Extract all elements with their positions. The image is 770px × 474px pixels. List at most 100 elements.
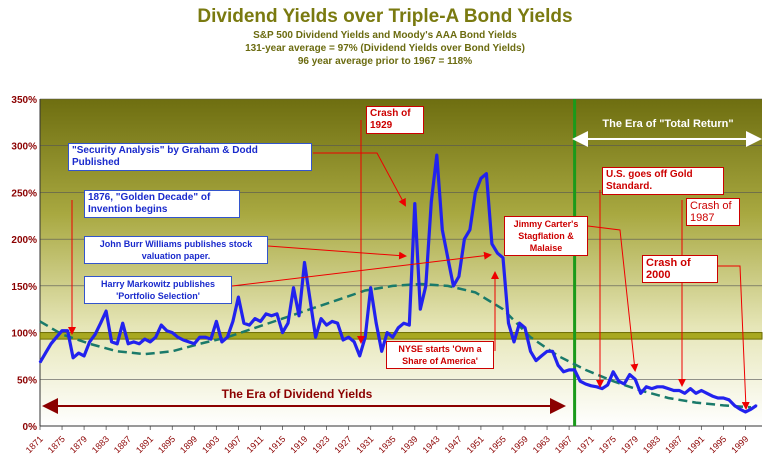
data-point	[347, 336, 350, 339]
data-point	[518, 322, 521, 325]
x-tick-label: 1999	[729, 434, 750, 455]
data-point	[683, 392, 686, 395]
data-point	[435, 154, 438, 157]
data-point	[380, 350, 383, 353]
data-point	[309, 299, 311, 301]
data-point	[232, 320, 234, 323]
data-point	[210, 338, 212, 340]
data-point	[739, 408, 741, 411]
data-point	[639, 392, 642, 395]
x-tick-label: 1927	[332, 434, 353, 455]
data-point	[656, 385, 659, 388]
data-point	[342, 339, 344, 341]
data-point	[325, 324, 328, 326]
x-tick-label: 1943	[421, 434, 442, 455]
data-point	[171, 331, 174, 334]
data-point	[755, 404, 758, 407]
x-tick-label: 1923	[310, 434, 331, 455]
data-point	[66, 329, 69, 332]
data-point	[413, 202, 416, 205]
x-tick-label: 1919	[288, 434, 309, 455]
data-point	[463, 238, 466, 241]
era-total-return-label: The Era of "Total Return"	[602, 118, 733, 130]
data-point	[595, 385, 598, 388]
data-point	[452, 285, 455, 287]
trend-line	[39, 282, 752, 409]
data-point	[254, 317, 256, 320]
y-tick-label: 250%	[11, 188, 37, 199]
data-point	[132, 341, 135, 343]
data-point	[358, 355, 361, 357]
data-point	[634, 378, 637, 381]
data-point	[193, 342, 196, 345]
data-point	[557, 364, 559, 367]
data-point	[276, 313, 278, 315]
annotation-crash-1987: Crash of 1987	[686, 198, 740, 226]
x-tick-label: 1871	[24, 434, 45, 455]
data-point	[623, 383, 626, 385]
annotation-crash-1929: Crash of 1929	[366, 106, 424, 134]
data-point	[39, 361, 41, 364]
data-point	[645, 385, 648, 388]
y-tick-label: 0%	[23, 422, 38, 433]
data-point	[562, 370, 565, 373]
data-point	[287, 322, 289, 325]
data-point	[402, 322, 405, 325]
connector-carter	[587, 225, 639, 372]
data-point	[667, 387, 670, 390]
data-point	[176, 336, 179, 339]
data-point	[469, 228, 471, 231]
data-point	[524, 327, 526, 329]
data-point	[529, 350, 532, 353]
data-point	[485, 172, 488, 175]
data-point	[375, 322, 378, 325]
data-point	[678, 389, 681, 392]
data-point	[226, 336, 229, 339]
x-tick-label: 1963	[531, 434, 552, 455]
y-tick-label: 150%	[11, 282, 37, 293]
era-dividend-label: The Era of Dividend Yields	[222, 387, 373, 401]
y-tick-label: 350%	[11, 95, 37, 106]
data-point	[298, 314, 300, 317]
data-point	[121, 322, 124, 325]
data-point	[204, 336, 207, 339]
data-point	[386, 331, 389, 334]
data-point	[579, 380, 581, 383]
x-tick-label: 1959	[509, 434, 530, 455]
data-point	[237, 296, 240, 298]
data-point	[573, 369, 576, 371]
chart-subtitle-2: 131-year average = 97% (Dividend Yields …	[245, 43, 525, 54]
data-point	[491, 242, 493, 245]
data-point	[138, 342, 141, 345]
data-point	[507, 322, 510, 325]
data-point	[99, 322, 102, 325]
data-point	[105, 310, 107, 312]
x-tick-label: 1891	[134, 434, 155, 455]
data-point	[513, 341, 515, 343]
data-point	[535, 359, 537, 362]
chart-title: Dividend Yields over Triple-A Bond Yield…	[197, 6, 573, 27]
data-point	[728, 398, 730, 401]
x-tick-label: 1955	[487, 434, 508, 455]
data-point	[568, 369, 570, 371]
annotation-gold-standard: U.S. goes off Gold Standard.	[602, 167, 724, 195]
data-point	[248, 324, 251, 326]
x-tick-label: 1967	[553, 434, 574, 455]
annotation-security-analysis: "Security Analysis" by Graham & Dodd Pub…	[68, 143, 312, 171]
average-band	[39, 332, 763, 340]
x-tick-label: 1899	[178, 434, 199, 455]
data-point	[314, 336, 317, 339]
connector-security-analysis	[313, 152, 406, 207]
annotation-burr-williams: John Burr Williams publishes stock valua…	[84, 236, 268, 264]
x-tick-label: 1931	[354, 434, 375, 455]
data-point	[116, 342, 119, 345]
data-point	[88, 341, 91, 343]
x-tick-label: 1983	[641, 434, 662, 455]
data-point	[44, 352, 47, 354]
data-point	[546, 350, 548, 353]
data-point	[320, 317, 322, 320]
x-tick-label: 1987	[663, 434, 684, 455]
data-point	[717, 397, 719, 399]
data-point	[55, 336, 58, 339]
annotation-markowitz: Harry Markowitz publishes 'Portfolio Sel…	[84, 276, 232, 304]
